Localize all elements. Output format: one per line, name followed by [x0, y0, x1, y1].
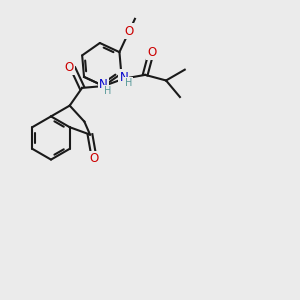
Text: N: N: [119, 70, 128, 84]
Text: O: O: [65, 61, 74, 74]
Text: O: O: [124, 25, 133, 38]
Text: N: N: [99, 78, 108, 91]
Text: O: O: [148, 46, 157, 59]
Text: O: O: [89, 152, 98, 165]
Text: H: H: [103, 86, 111, 96]
Text: H: H: [125, 78, 132, 88]
